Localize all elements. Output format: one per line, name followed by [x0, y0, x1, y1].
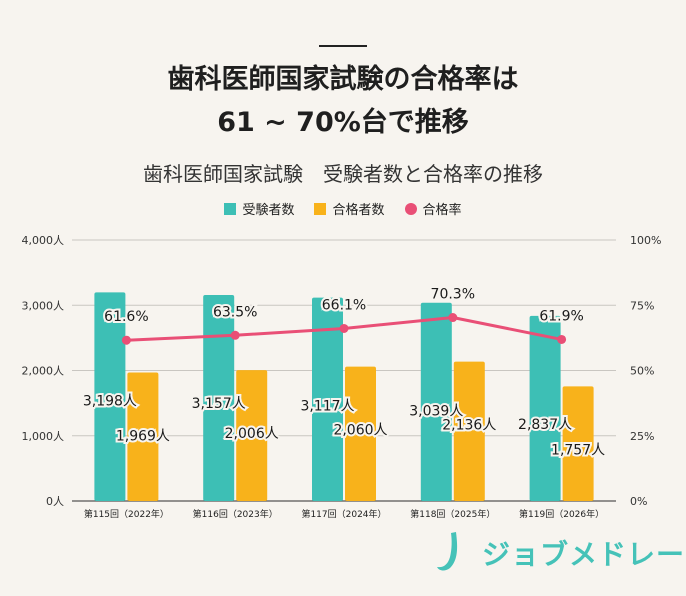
- bar-passers: [562, 386, 594, 501]
- data-label-examinees: 3,157人: [192, 396, 246, 412]
- data-label-examinees: 3,198人: [83, 393, 137, 409]
- bar-examinees: [529, 315, 561, 501]
- point-pass-rate: [339, 323, 349, 333]
- data-label-pass-rate: 61.9%: [539, 308, 583, 324]
- legend-swatch-passers: [314, 202, 327, 215]
- legend-item-pass-rate: 合格率: [404, 199, 462, 218]
- chart-legend: 受験者数 合格者数 合格率: [0, 199, 686, 218]
- legend-label-examinees: 受験者数: [242, 203, 295, 218]
- y-left-tick-label: 3,000人: [22, 299, 65, 312]
- point-pass-rate: [557, 334, 567, 344]
- point-pass-rate: [230, 330, 240, 340]
- data-label-passers: 1,969人: [116, 429, 170, 445]
- legend-swatch-examinees: [224, 202, 237, 215]
- point-pass-rate: [121, 335, 131, 345]
- title-rule: [319, 45, 367, 47]
- data-label-passers: 2,060人: [333, 423, 387, 439]
- y-left-tick-label: 1,000人: [22, 430, 65, 443]
- x-tick-label: 第115回（2022年）: [84, 508, 169, 520]
- data-label-pass-rate: 70.3%: [431, 287, 475, 303]
- legend-item-examinees: 受験者数: [224, 199, 294, 218]
- data-label-examinees: 3,039人: [409, 404, 463, 420]
- y-left-tick-label: 2,000人: [22, 365, 65, 378]
- page-title-line1: 歯科医師国家試験の合格率は: [167, 64, 519, 95]
- bar-passers: [236, 370, 268, 501]
- data-label-passers: 1,757人: [551, 442, 605, 458]
- data-label-examinees: 2,837人: [518, 417, 572, 433]
- data-label-pass-rate: 63.5%: [213, 304, 257, 320]
- bar-examinees: [203, 295, 235, 501]
- data-label-pass-rate: 61.6%: [104, 309, 148, 325]
- bar-examinees: [420, 302, 452, 501]
- x-tick-label: 第118回（2025年）: [410, 508, 495, 520]
- y-right-tick-label: 100%: [630, 234, 661, 247]
- y-left-tick-label: 4,000人: [22, 234, 65, 247]
- combo-chart: 0人 0% 1,000人 25% 2,000人 50% 3,000人 75% 4,000人 100…: [22, 234, 662, 520]
- data-label-passers: 2,136人: [442, 418, 496, 434]
- chart-title: 歯科医師国家試験 受験者数と合格率の推移: [143, 162, 543, 186]
- brand-name: ジョブメドレー: [482, 538, 686, 571]
- brand-logo: ジョブメドレー: [436, 530, 685, 576]
- y-left-tick-label: 0人: [46, 495, 64, 508]
- y-right-tick-label: 75%: [630, 299, 654, 312]
- data-label-passers: 2,006人: [225, 426, 279, 442]
- y-right-tick-label: 50%: [630, 365, 654, 378]
- legend-label-pass-rate: 合格率: [422, 203, 462, 218]
- bar-passers: [453, 361, 485, 501]
- legend-swatch-pass-rate: [404, 202, 417, 215]
- y-right-tick-label: 25%: [630, 430, 654, 443]
- bar-passers: [345, 366, 376, 501]
- point-pass-rate: [448, 313, 458, 323]
- bar-examinees: [312, 297, 343, 501]
- x-tick-label: 第117回（2024年）: [301, 508, 386, 520]
- bar-examinees: [94, 292, 126, 501]
- brand-mark-icon: [437, 532, 458, 571]
- x-tick-label: 第116回（2023年）: [193, 508, 278, 520]
- legend-label-passers: 合格者数: [332, 203, 385, 218]
- x-tick-label: 第119回（2026年）: [519, 508, 604, 520]
- page-title-line2: 61 ~ 70%台で推移: [217, 107, 469, 138]
- y-right-tick-label: 0%: [630, 495, 647, 508]
- bar-passers: [127, 372, 159, 501]
- legend-item-passers: 合格者数: [314, 199, 385, 218]
- data-label-examinees: 3,117人: [300, 399, 354, 415]
- data-label-pass-rate: 66.1%: [322, 297, 366, 313]
